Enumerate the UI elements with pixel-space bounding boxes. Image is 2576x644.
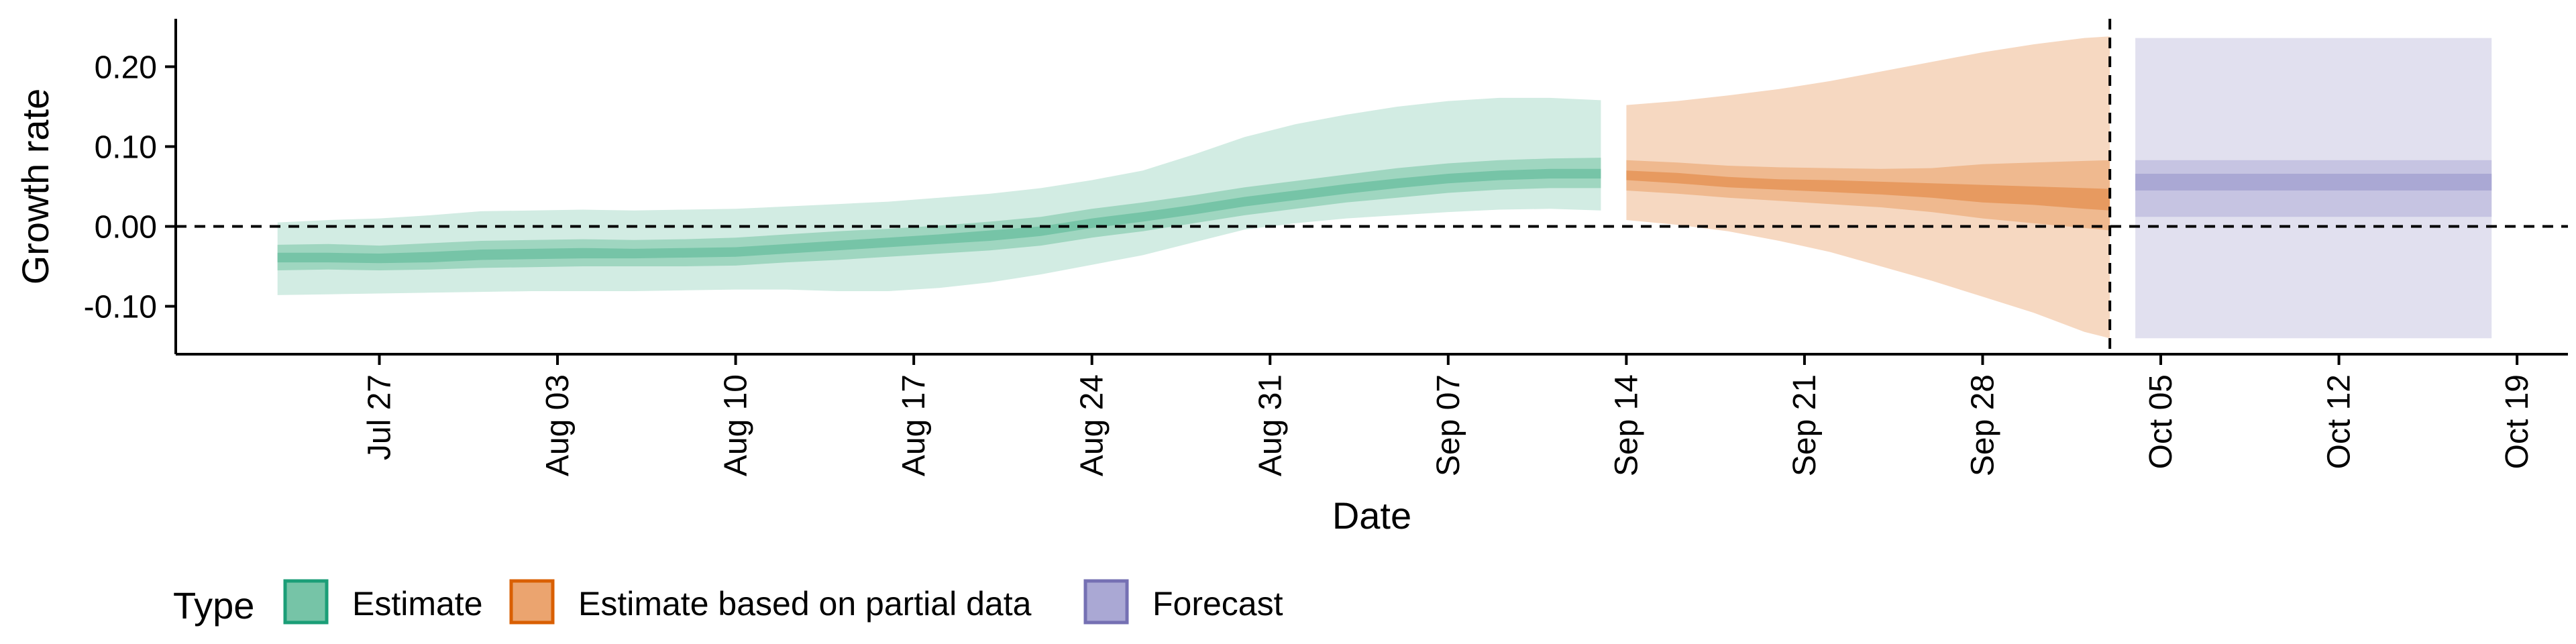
axes	[174, 19, 2568, 356]
x-tick-label: Jul 27	[362, 374, 397, 460]
x-tick-label: Sep 21	[1787, 374, 1823, 476]
series-forecast	[2135, 38, 2492, 339]
x-tick-label: Aug 24	[1075, 374, 1110, 476]
x-tick-label: Aug 03	[540, 374, 576, 476]
x-tick-label: Sep 28	[1965, 374, 2000, 476]
series-estimate	[277, 97, 1601, 295]
estimate-based-on-partial-data-inner-band	[1626, 170, 2110, 211]
estimate-inner-band	[277, 168, 1601, 264]
x-tick-label: Sep 07	[1431, 374, 1466, 476]
series-estimate-based-on-partial-data	[1626, 36, 2110, 339]
reference-lines	[176, 19, 2568, 354]
x-tick-label: Sep 14	[1609, 374, 1644, 476]
x-tick-label: Aug 17	[896, 374, 932, 476]
x-axis-ticks: Jul 27 Aug 03 Aug 10 Aug 17 Aug 24 Aug 31 Sep …	[362, 354, 2535, 476]
x-tick-label: Oct 05	[2143, 374, 2179, 469]
x-tick-label: Aug 10	[718, 374, 754, 476]
y-axis-ticks: -0.10 0.00 0.10 0.20	[84, 50, 176, 325]
estimate-middle-band	[277, 158, 1601, 270]
legend-swatch	[283, 579, 329, 625]
legend-swatch	[1083, 579, 1129, 625]
y-tick-label: -0.10	[84, 290, 157, 325]
y-tick-label: 0.20	[95, 50, 157, 85]
y-axis-title: Growth rate	[14, 89, 56, 285]
legend-label: Estimate based on partial data	[578, 585, 1032, 623]
estimate-based-on-partial-data-middle-band	[1626, 160, 2110, 231]
x-axis-title: Date	[1332, 494, 1411, 537]
legend-entry-forecast: Forecast	[1083, 579, 1283, 625]
uncertainty-bands	[277, 36, 2492, 339]
legend-label: Forecast	[1152, 585, 1283, 623]
legend-swatch	[509, 579, 555, 625]
x-tick-label: Oct 19	[2500, 374, 2535, 469]
legend-title: Type	[173, 584, 254, 627]
x-tick-label: Oct 12	[2322, 374, 2357, 469]
y-tick-label: 0.10	[95, 129, 157, 165]
legend-entry-estimate: Estimate	[283, 579, 483, 625]
forecast-inner-band	[2135, 174, 2492, 191]
legend-entry-estimate-based-on-partial-data: Estimate based on partial data	[509, 579, 1032, 625]
legend: Type Estimate Estimate based on partial d…	[173, 579, 1283, 627]
y-tick-label: 0.00	[95, 210, 157, 246]
x-tick-label: Aug 31	[1252, 374, 1288, 476]
legend-label: Estimate	[352, 585, 483, 623]
